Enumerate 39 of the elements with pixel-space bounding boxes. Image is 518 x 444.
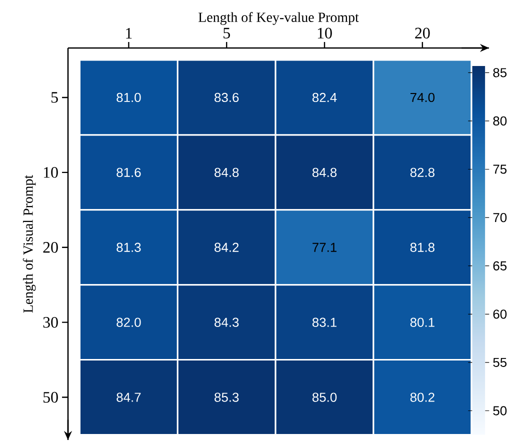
data-label: 83.1 bbox=[312, 318, 336, 327]
data-label: 81.0 bbox=[116, 92, 141, 102]
y-tick-label: 5 bbox=[51, 92, 58, 103]
color-bar-label: 55 bbox=[493, 358, 507, 367]
data-label: 82.4 bbox=[312, 92, 337, 102]
data-label: 83.6 bbox=[214, 92, 239, 102]
data-label: 84.8 bbox=[214, 168, 239, 178]
data-label: 81.8 bbox=[410, 242, 434, 252]
color-bar-label: 65 bbox=[493, 261, 507, 270]
data-label: 80.2 bbox=[410, 392, 434, 402]
data-label: 74.0 bbox=[410, 92, 435, 102]
color-bar-label: 70 bbox=[493, 212, 507, 222]
x-tick-label: 20 bbox=[415, 28, 430, 38]
color-bar-label: 80 bbox=[493, 116, 507, 126]
x-tick-label: 10 bbox=[318, 28, 332, 38]
data-label: 80.1 bbox=[410, 318, 434, 327]
data-label: 81.3 bbox=[116, 242, 141, 252]
data-label: 84.2 bbox=[214, 242, 239, 252]
data-label: 82.0 bbox=[116, 318, 141, 327]
data-label: 84.7 bbox=[116, 392, 141, 402]
x-axis-title: Length of Key-value Prompt bbox=[198, 12, 359, 25]
x-tick-label: 1 bbox=[126, 28, 132, 38]
y-tick-label: 50 bbox=[43, 392, 58, 403]
data-label: 85.3 bbox=[214, 392, 239, 402]
y-tick-label: 10 bbox=[44, 167, 58, 178]
data-label: 84.8 bbox=[312, 168, 337, 178]
y-axis-title: Length of Visual Prompt bbox=[22, 174, 36, 313]
data-label: 77.1 bbox=[312, 242, 336, 252]
color-bar-label: 75 bbox=[493, 164, 507, 174]
data-label: 85.0 bbox=[312, 392, 337, 402]
y-tick-label: 20 bbox=[43, 242, 58, 253]
color-bar-label: 85 bbox=[493, 68, 507, 78]
y-tick-label: 30 bbox=[43, 316, 58, 328]
color-bar-label: 60 bbox=[493, 310, 507, 319]
x-tick-label: 5 bbox=[224, 28, 230, 38]
data-label: 81.6 bbox=[116, 168, 141, 178]
color-bar-label: 50 bbox=[493, 406, 507, 416]
data-label: 84.3 bbox=[214, 318, 239, 327]
data-label: 82.8 bbox=[410, 168, 434, 178]
